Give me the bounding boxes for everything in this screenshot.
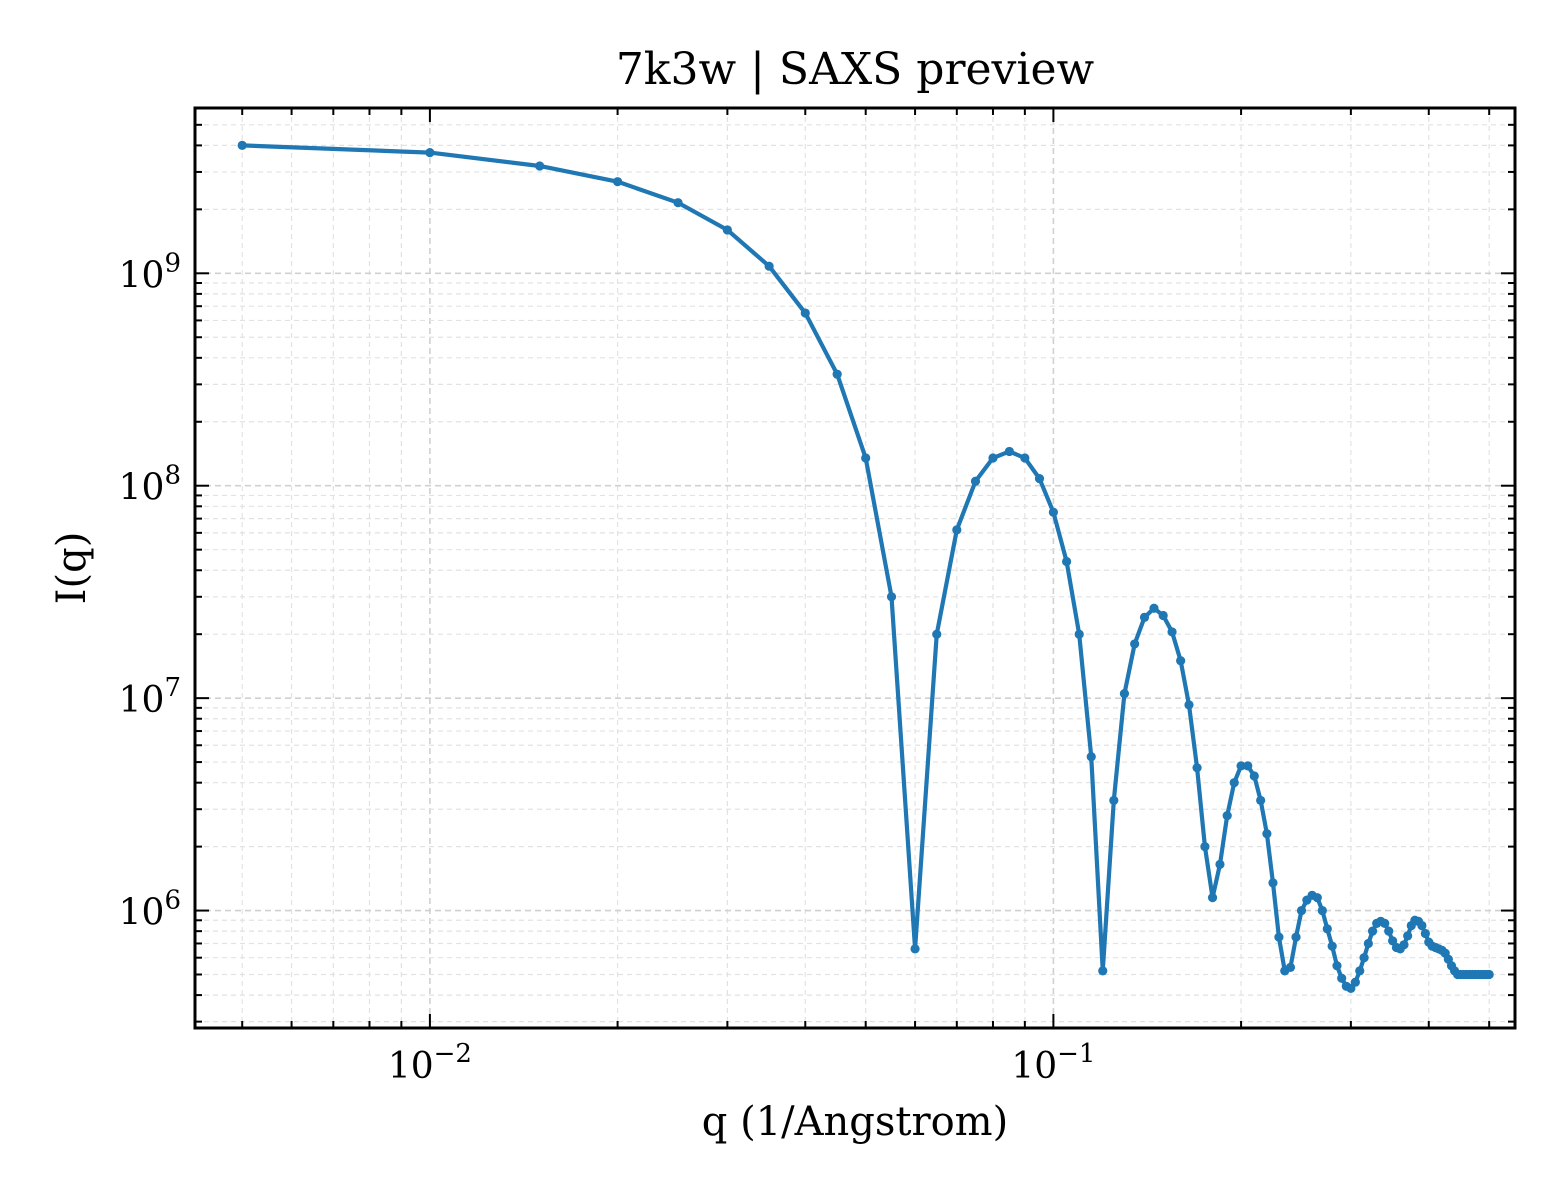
x-axis-label: q (1/Angstrom) [702,1099,1008,1145]
data-point [1388,936,1398,946]
data-point [1268,878,1278,888]
data-point [1119,689,1130,699]
data-point [612,177,623,187]
y-tick-label: 108 [119,461,181,509]
data-point [1274,932,1284,942]
data-point [1229,778,1239,788]
data-point [1359,953,1369,963]
data-point [1403,931,1413,941]
data-point [1355,966,1365,976]
data-point [1098,966,1108,976]
y-axis-label: I(q) [49,532,95,605]
data-point [1222,810,1232,821]
data-point [861,453,871,463]
data-point [237,140,247,151]
data-point [673,198,683,208]
data-point [1074,629,1084,639]
data-point [1384,926,1394,936]
data-point [1350,977,1360,987]
data-point [910,944,920,954]
data-point [1322,924,1332,934]
data-point [1380,918,1390,929]
data-point [800,308,810,318]
data-point [832,369,842,379]
data-point [764,261,774,271]
data-point [1139,612,1150,622]
data-point [952,525,962,535]
data-point [1367,926,1378,936]
data-point [1086,752,1096,762]
data-point [1167,627,1177,637]
data-point [1484,969,1494,980]
y-tick-label: 109 [119,248,181,296]
grid [195,107,1515,1028]
data-point [1363,938,1373,949]
y-tick-label: 106 [119,886,181,934]
data-point [1249,771,1259,781]
data-point [722,225,732,235]
data-point [1207,893,1218,903]
data-point [1130,639,1140,649]
data-point [886,592,897,602]
axis-ticks [195,107,1515,1028]
data-point [1399,940,1409,950]
data-point [932,629,942,639]
data-point [1285,962,1296,973]
data-point [1256,795,1266,806]
data-point [1062,556,1072,567]
data-point [1034,474,1045,484]
chart-title: 7k3w | SAXS preview [616,44,1095,95]
series-layer [237,140,1494,994]
data-point [425,148,435,158]
data-point [1262,829,1272,839]
data-point [988,453,998,463]
plot-frame [193,106,1517,1030]
data-point [1109,795,1119,806]
data-point [1236,761,1246,771]
data-point [1215,859,1225,869]
data-point [1420,928,1430,939]
data-point [1176,656,1186,666]
data-point [1327,941,1337,951]
data-point [1337,973,1347,983]
data-point [1312,893,1322,903]
data-point [1020,453,1030,463]
data-point [1004,446,1014,457]
data-point [970,476,981,486]
data-point [1332,961,1342,971]
data-point [1048,507,1058,517]
data-point [1192,763,1202,773]
data-point [535,161,545,171]
data-point [1296,905,1307,916]
y-tick-label: 107 [119,673,181,721]
data-point [1243,761,1253,771]
data-point [1291,932,1301,942]
data-point [1317,905,1327,916]
data-point [1184,700,1194,710]
x-tick-label: 10−2 [388,1039,472,1087]
x-tick-label: 10−1 [1011,1039,1095,1087]
data-point [1200,842,1210,852]
data-point [1417,920,1427,931]
data-point [1149,603,1159,613]
data-point [1158,610,1168,621]
